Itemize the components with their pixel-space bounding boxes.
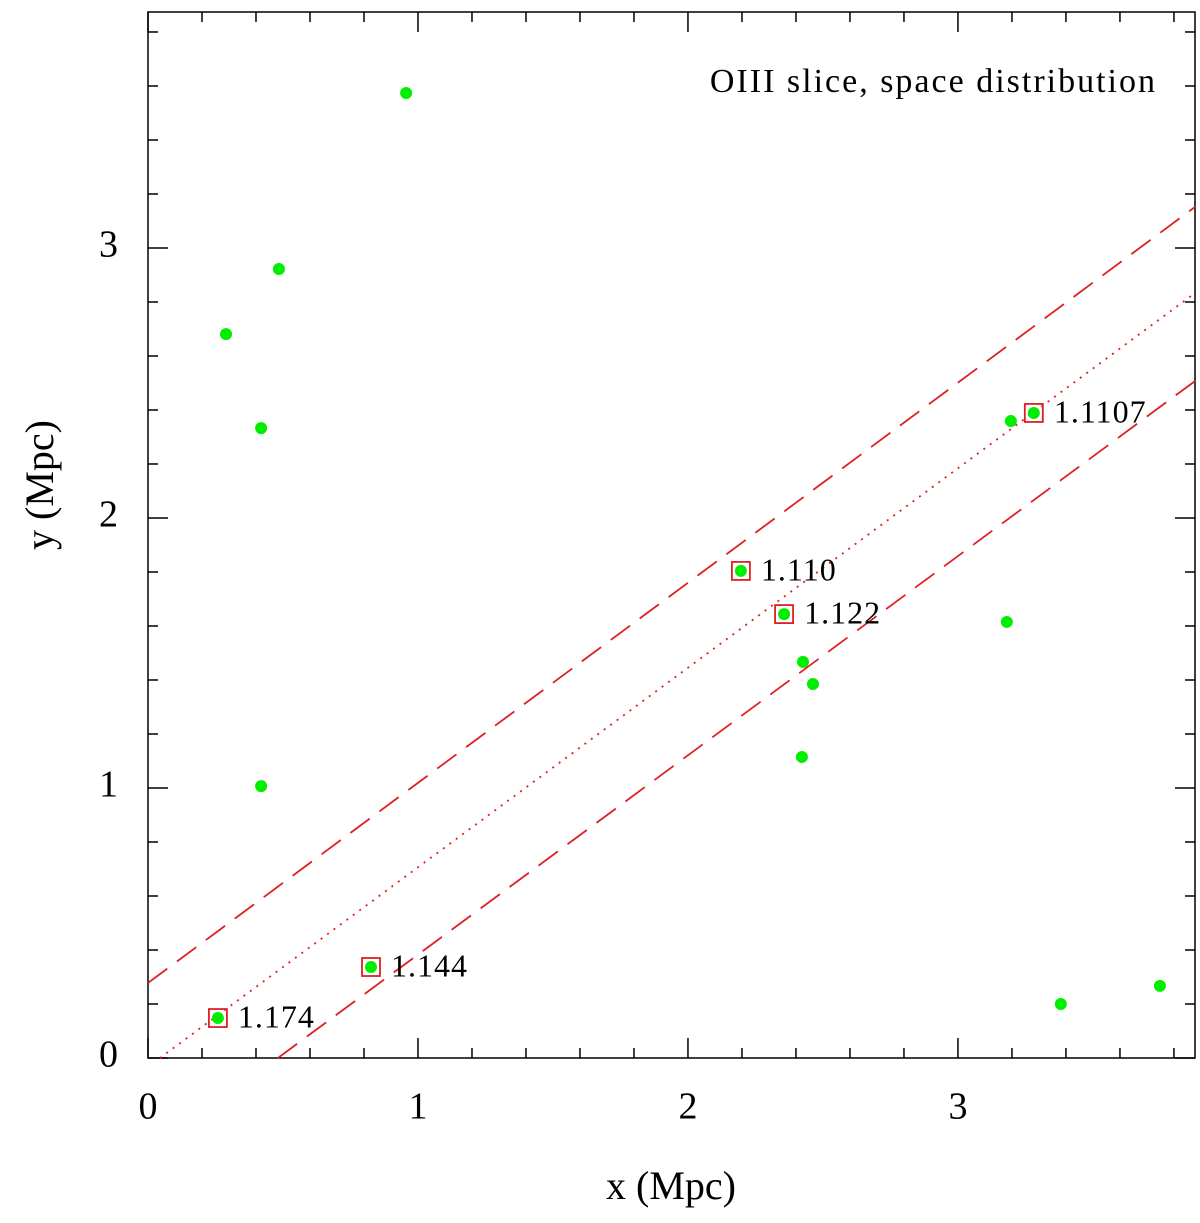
point: [795, 750, 808, 763]
point: [1054, 997, 1067, 1010]
point: [796, 655, 809, 668]
point: [211, 1012, 224, 1025]
annotation: 1.174: [238, 998, 315, 1034]
point: [255, 422, 268, 435]
y-tick-label: 2: [99, 494, 118, 536]
point: [1027, 406, 1040, 419]
point: [1000, 615, 1013, 628]
x-tick-label: 1: [408, 1086, 427, 1128]
annotation: 1.110: [761, 551, 837, 587]
chart-title: OIII slice, space distribution: [710, 63, 1157, 100]
highlight-box: [361, 957, 381, 977]
annotation: 1.144: [391, 947, 468, 983]
plot-frame: [147, 11, 1196, 1059]
highlight-box: [208, 1008, 228, 1028]
point: [272, 263, 285, 276]
point: [806, 678, 819, 691]
point: [365, 961, 378, 974]
point: [778, 608, 791, 621]
x-tick-label: 2: [678, 1086, 697, 1128]
point: [255, 780, 268, 793]
guide-line: [159, 292, 1196, 1059]
x-axis-label: x (Mpc): [606, 1163, 736, 1208]
y-tick-label: 3: [99, 224, 118, 266]
annotation: 1.122: [804, 594, 881, 630]
point: [1153, 979, 1166, 992]
highlight-box: [774, 604, 794, 625]
guide-line: [147, 206, 1196, 984]
highlight-box: [1023, 403, 1044, 423]
y-tick-label: 1: [99, 764, 118, 806]
x-tick-label: 3: [948, 1086, 967, 1128]
annotation: 1.1107: [1054, 393, 1147, 429]
point: [734, 564, 747, 577]
x-tick-label: 0: [139, 1086, 158, 1128]
highlight-box: [730, 561, 751, 581]
point: [400, 87, 413, 100]
y-axis-label: y (Mpc): [17, 420, 62, 550]
guide-line: [277, 380, 1196, 1059]
y-tick-label: 0: [99, 1034, 118, 1076]
point: [1004, 415, 1017, 428]
point: [220, 328, 233, 341]
